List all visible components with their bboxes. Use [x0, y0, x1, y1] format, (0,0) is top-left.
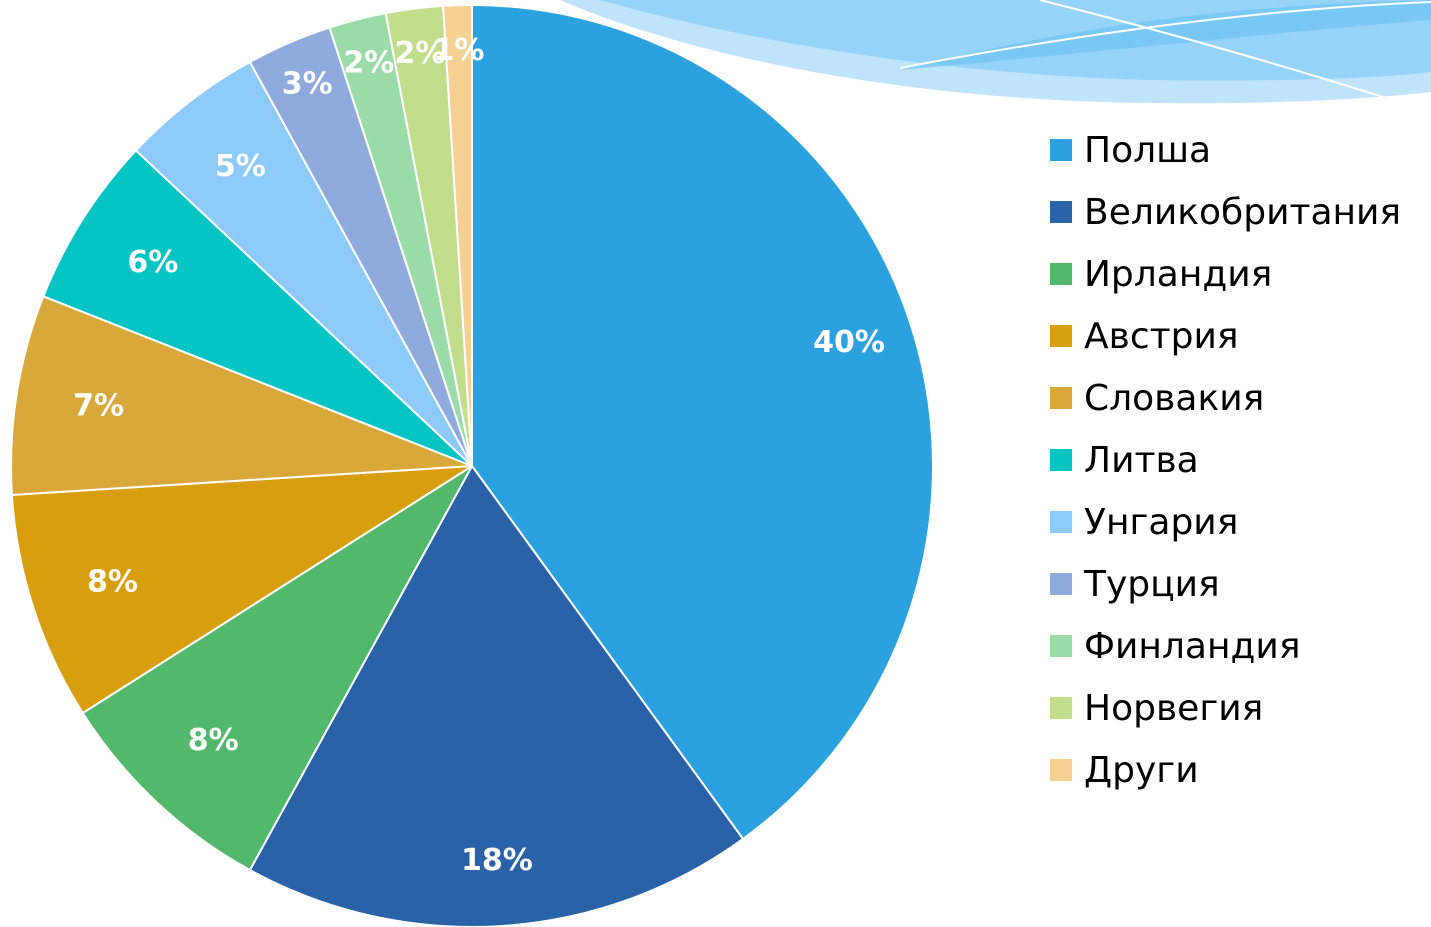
- legend-swatch: [1050, 387, 1072, 409]
- data-label: 1%: [433, 33, 484, 68]
- legend-swatch: [1050, 573, 1072, 595]
- legend-swatch: [1050, 449, 1072, 471]
- legend-label: Турция: [1083, 564, 1220, 605]
- legend-swatch: [1050, 139, 1072, 161]
- data-label: 6%: [127, 245, 178, 280]
- data-label: 18%: [461, 843, 533, 878]
- legend-label: Австрия: [1084, 316, 1239, 357]
- data-label: 3%: [282, 67, 333, 102]
- legend-label: Унгария: [1084, 502, 1238, 543]
- legend-label: Норвегия: [1084, 688, 1263, 729]
- legend-swatch: [1050, 511, 1072, 533]
- legend-label: Други: [1084, 750, 1199, 791]
- chart: 40%18%8%8%7%6%5%3%2%2%1%ПолшаВеликобрита…: [0, 0, 1431, 927]
- legend-label: Литва: [1084, 440, 1199, 481]
- legend-swatch: [1050, 697, 1072, 719]
- legend-swatch: [1050, 263, 1072, 285]
- legend-swatch: [1050, 201, 1072, 223]
- data-label: 8%: [87, 564, 138, 599]
- legend-label: Ирландия: [1084, 254, 1272, 295]
- legend-swatch: [1050, 635, 1072, 657]
- legend-label: Словакия: [1084, 378, 1264, 419]
- data-label: 7%: [73, 388, 124, 423]
- data-label: 40%: [813, 325, 885, 360]
- data-label: 2%: [343, 46, 394, 81]
- legend-label: Великобритания: [1084, 192, 1401, 233]
- data-label: 8%: [188, 723, 239, 758]
- data-label: 5%: [215, 149, 266, 184]
- legend-label: Финландия: [1084, 626, 1300, 667]
- legend-label: Полша: [1084, 130, 1211, 171]
- legend-swatch: [1050, 325, 1072, 347]
- legend-swatch: [1050, 759, 1072, 781]
